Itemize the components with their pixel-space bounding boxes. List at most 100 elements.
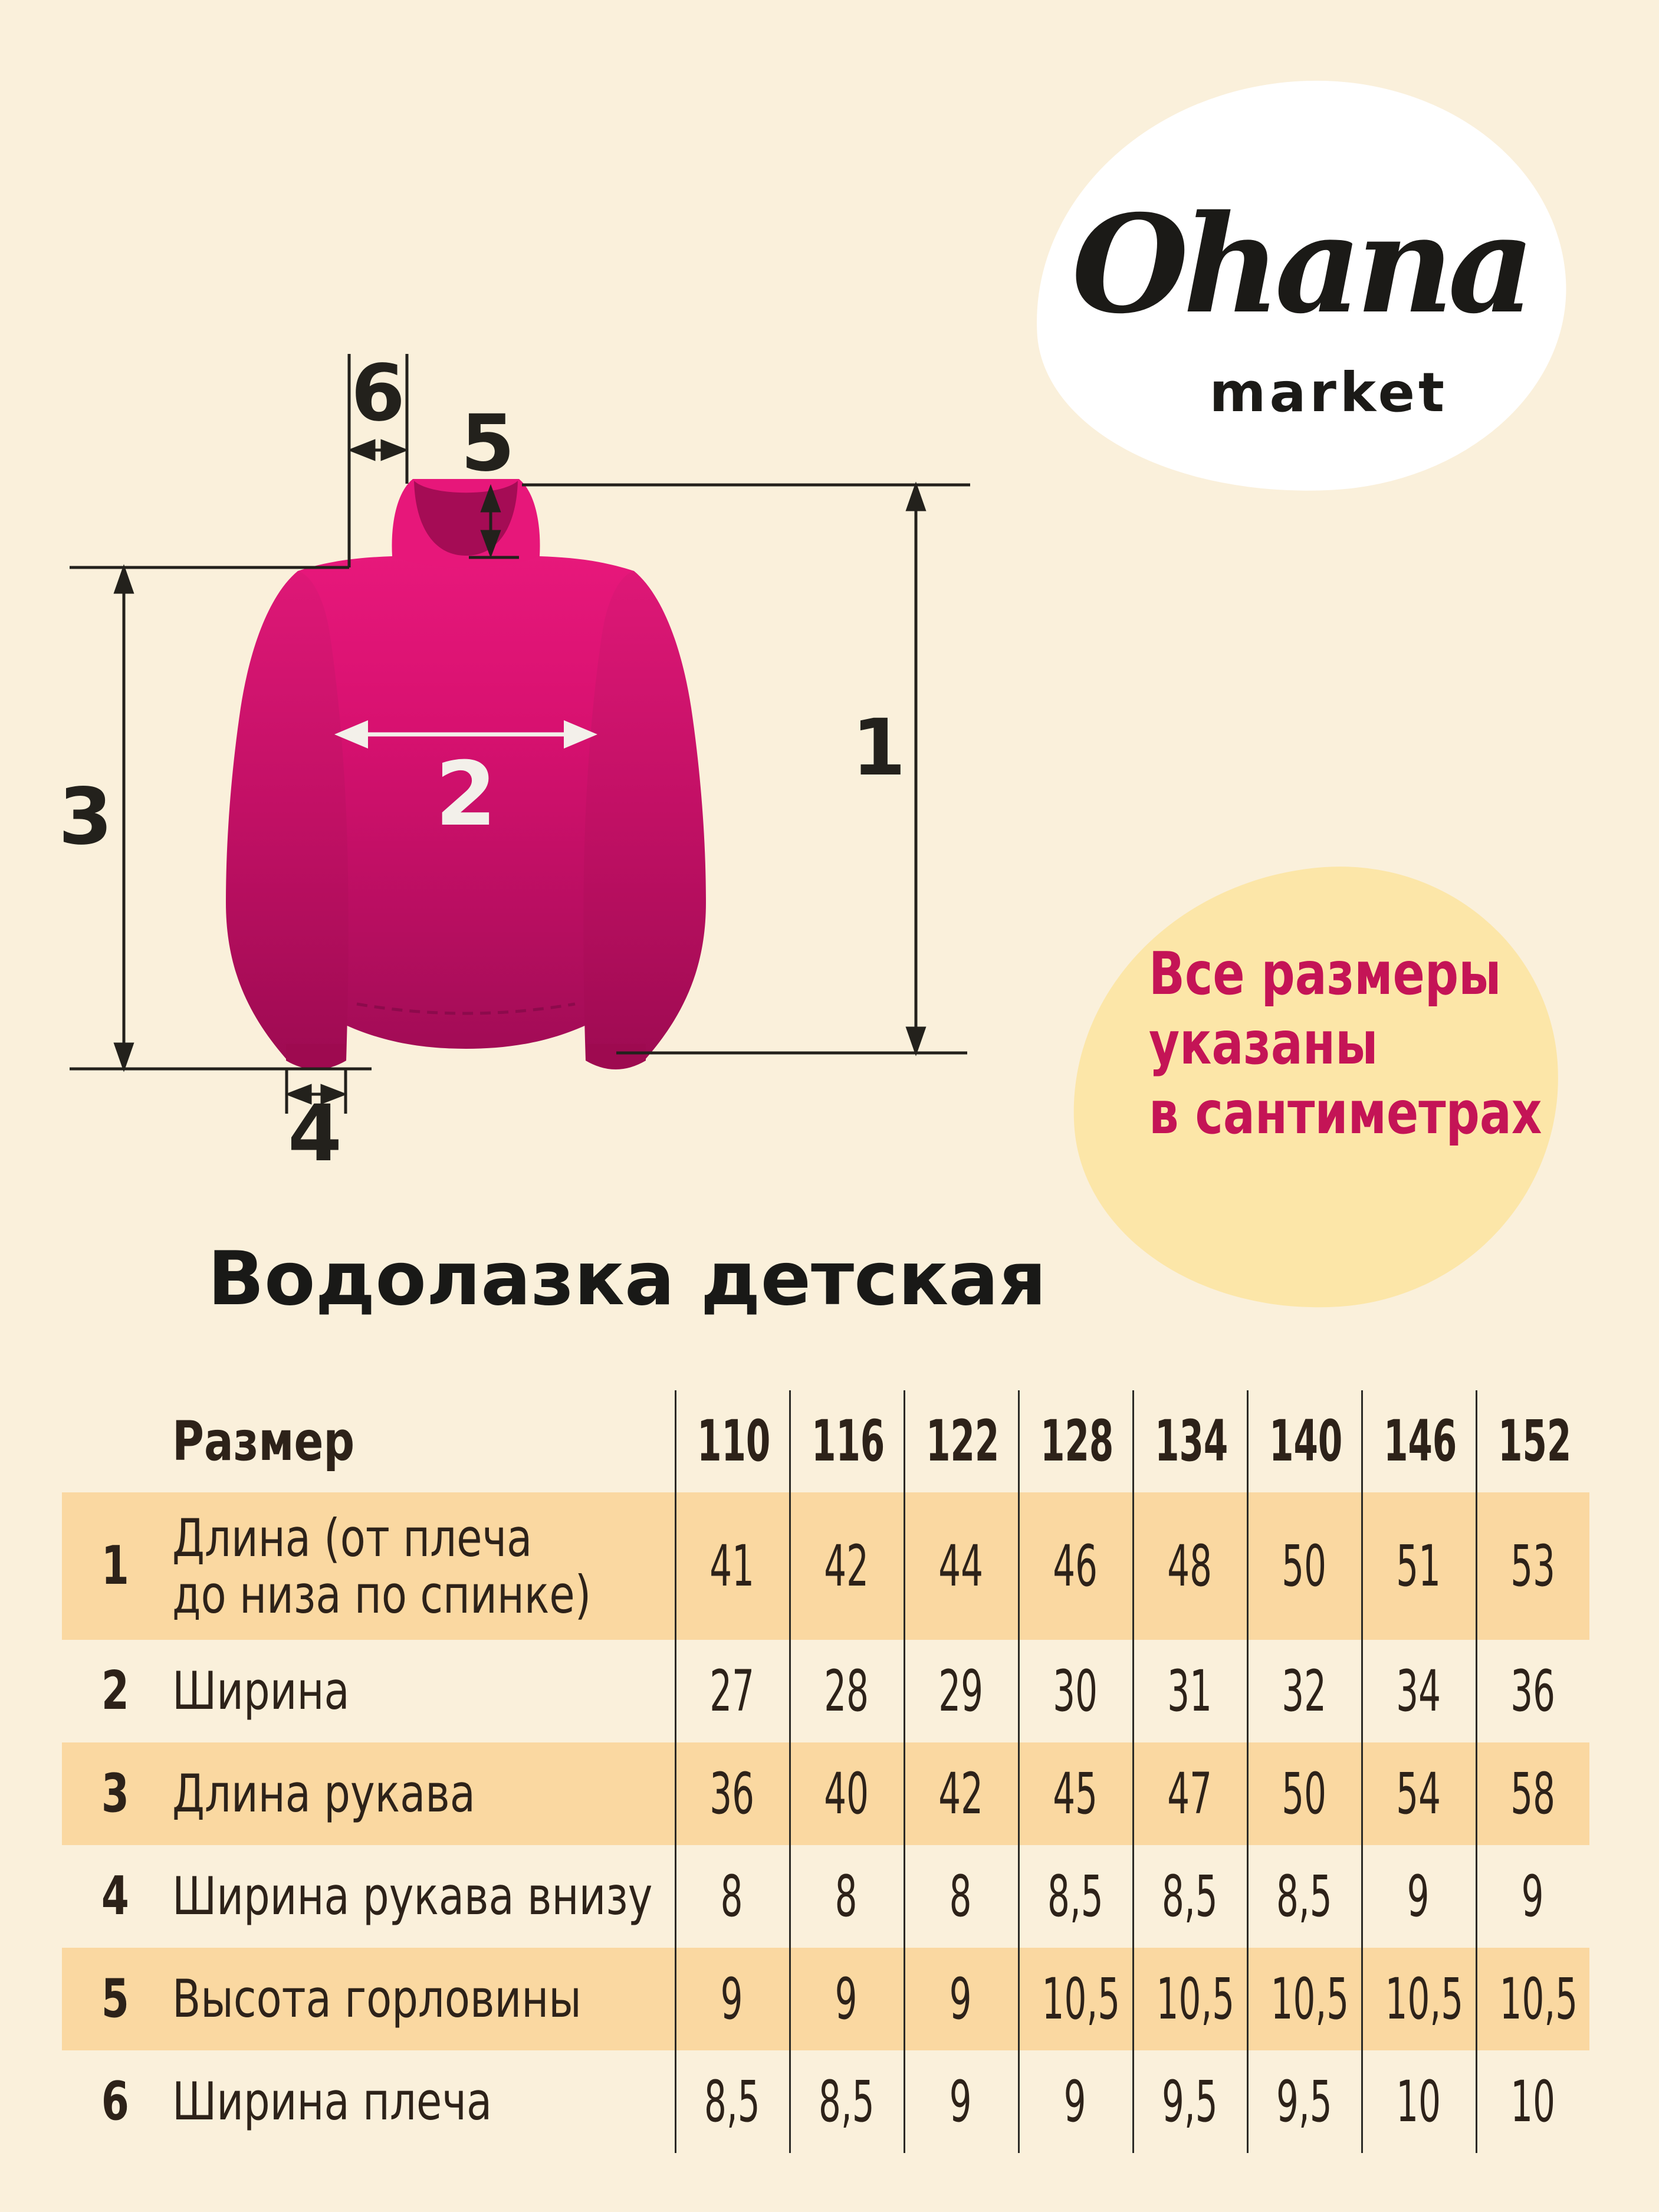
row-number: 5 <box>101 1968 129 2030</box>
size-value: 31 <box>1167 1658 1212 1724</box>
turtleneck-illustration <box>226 479 706 1069</box>
size-value: 8 <box>721 1863 743 1929</box>
sweater-collar-inner <box>414 481 518 556</box>
size-value: 8,5 <box>818 2069 875 2135</box>
sweater-hem-stitch <box>356 1002 576 1015</box>
size-value: 9 <box>1064 2069 1086 2135</box>
size-header: 152 <box>1498 1408 1572 1474</box>
marker-collar-height: 5 <box>461 398 515 489</box>
sweater-sleeve-left <box>226 571 349 1061</box>
column-divider <box>675 1390 676 2153</box>
size-header: 134 <box>1155 1408 1228 1474</box>
column-divider <box>904 1390 905 2153</box>
brand-logo: Ohana <box>1072 185 1535 343</box>
marker-length: 1 <box>852 703 906 793</box>
size-value: 44 <box>938 1533 983 1599</box>
row-number: 2 <box>101 1660 129 1722</box>
size-value: 29 <box>938 1658 983 1724</box>
size-value: 47 <box>1167 1761 1212 1827</box>
arrowhead <box>334 720 368 749</box>
sweater-body <box>298 556 634 1049</box>
size-value: 10 <box>1510 2069 1555 2135</box>
arrowhead <box>113 1042 134 1072</box>
sweater-cuff-right <box>586 1044 646 1069</box>
size-value: 58 <box>1510 1761 1555 1827</box>
size-value: 36 <box>709 1761 754 1827</box>
arrowhead <box>320 1084 347 1105</box>
size-header: 110 <box>697 1408 771 1474</box>
size-value: 9 <box>1522 1863 1544 1929</box>
table-header-size: Размер <box>172 1410 355 1473</box>
size-value: 53 <box>1510 1533 1555 1599</box>
units-note-line: в сантиметрах <box>1149 1078 1542 1147</box>
row-highlight-band <box>62 1492 1589 1640</box>
size-value: 30 <box>1053 1658 1098 1724</box>
column-divider <box>789 1390 791 2153</box>
row-number: 3 <box>101 1763 129 1824</box>
arrowhead <box>113 564 134 594</box>
arrowhead <box>347 439 376 461</box>
size-value: 32 <box>1282 1658 1326 1724</box>
units-note: Все размеры указаны в сантиметрах <box>1149 939 1640 1148</box>
size-value: 48 <box>1167 1533 1212 1599</box>
size-value: 8,5 <box>1047 1863 1103 1929</box>
row-highlight-band <box>62 1742 1589 1845</box>
product-title: Водолазка детская <box>208 1235 1047 1322</box>
size-value: 42 <box>938 1761 983 1827</box>
size-header: 116 <box>812 1408 885 1474</box>
row-number: 4 <box>101 1865 129 1927</box>
size-value: 8,5 <box>1161 1863 1218 1929</box>
size-header: 122 <box>926 1408 1000 1474</box>
size-header: 146 <box>1384 1408 1457 1474</box>
size-value: 28 <box>824 1658 869 1724</box>
row-label: Ширина <box>172 1660 350 1721</box>
size-value: 10 <box>1396 2069 1441 2135</box>
size-value: 54 <box>1396 1761 1441 1827</box>
marker-shoulder-width: 6 <box>351 348 405 439</box>
sweater-cuff-left <box>286 1044 346 1069</box>
size-value: 10,5 <box>1042 1966 1121 2032</box>
row-label: Высота горловины <box>172 1968 582 2029</box>
size-value: 34 <box>1396 1658 1441 1724</box>
marker-sleeve-bottom-width: 4 <box>288 1088 342 1179</box>
arrowhead <box>905 1026 927 1056</box>
arrowhead <box>480 484 501 513</box>
size-value: 9 <box>950 2069 972 2135</box>
dimension-lines <box>70 354 970 1114</box>
size-value: 50 <box>1282 1533 1326 1599</box>
size-value: 8,5 <box>704 2069 760 2135</box>
size-value: 51 <box>1396 1533 1441 1599</box>
arrowhead <box>285 1084 312 1105</box>
column-divider <box>1476 1390 1477 2153</box>
column-divider <box>1018 1390 1020 2153</box>
arrowhead <box>380 439 409 461</box>
brand-logo-subtitle: market <box>1209 361 1448 424</box>
size-value: 9 <box>950 1966 972 2032</box>
column-divider <box>1132 1390 1134 2153</box>
marker-sleeve-length: 3 <box>58 772 113 862</box>
row-label: Длина (от плеча до низа по спинке) <box>172 1508 592 1625</box>
size-value: 9,5 <box>1161 2069 1218 2135</box>
size-header: 128 <box>1040 1408 1114 1474</box>
row-highlight-band <box>62 1948 1589 2050</box>
size-value: 36 <box>1510 1658 1555 1724</box>
size-value: 27 <box>709 1658 754 1724</box>
row-label: Длина рукава <box>172 1763 475 1824</box>
size-value: 10,5 <box>1385 1966 1464 2032</box>
units-note-line: указаны <box>1149 1009 1378 1078</box>
size-value: 9 <box>835 1966 858 2032</box>
row-number: 6 <box>101 2070 129 2132</box>
size-value: 9 <box>721 1966 743 2032</box>
marker-width: 2 <box>435 743 497 846</box>
size-value: 10,5 <box>1499 1966 1578 2032</box>
size-value: 9,5 <box>1276 2069 1332 2135</box>
column-divider <box>1247 1390 1249 2153</box>
size-value: 8 <box>950 1863 972 1929</box>
size-value: 40 <box>824 1761 869 1827</box>
size-value: 45 <box>1053 1761 1098 1827</box>
row-label: Ширина плеча <box>172 2071 492 2132</box>
width-arrow <box>334 720 597 749</box>
size-value: 10,5 <box>1156 1966 1235 2032</box>
size-value: 10,5 <box>1270 1966 1349 2032</box>
